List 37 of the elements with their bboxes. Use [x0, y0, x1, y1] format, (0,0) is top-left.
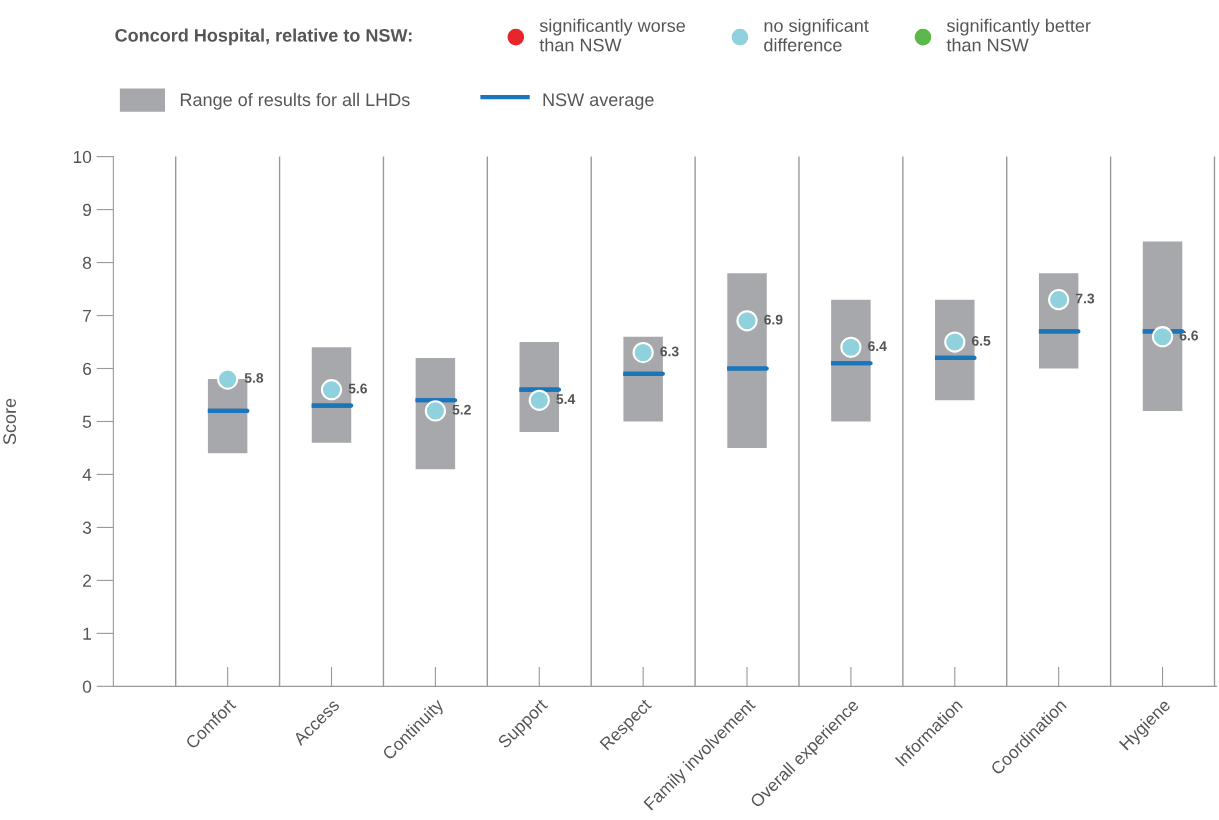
point	[424, 400, 446, 422]
data-label: 6.3	[660, 346, 679, 357]
point	[320, 379, 343, 401]
data-label: 6.4	[868, 341, 887, 352]
data-label: 5.8	[244, 373, 264, 383]
legend-label: no significant difference	[764, 18, 869, 52]
point	[632, 342, 654, 364]
legend-label: significantly better than NSW	[946, 18, 1091, 52]
point	[840, 336, 862, 358]
y-tick-label: 2	[83, 574, 91, 587]
legend-label: significantly worse than NSW	[539, 18, 685, 52]
data-label: 5.2	[452, 404, 471, 415]
y-tick-label: 9	[83, 203, 92, 217]
data-label: 5.4	[556, 394, 576, 405]
point	[944, 331, 966, 353]
point	[528, 389, 550, 411]
y-tick-label: 5	[82, 415, 92, 428]
y-tick-label: 4	[82, 468, 92, 481]
y-tick-label: 8	[82, 256, 92, 270]
data-label: 6.5	[971, 335, 991, 346]
point	[1048, 289, 1070, 311]
legend-title: Concord Hospital, relative to NSW:	[115, 28, 412, 46]
point	[736, 310, 758, 332]
legend-label: Range of results for all LHDs	[180, 92, 410, 110]
data-label: 7.3	[1075, 293, 1095, 304]
y-tick-label: 0	[82, 680, 92, 693]
point	[217, 368, 239, 390]
y-tick-label: 6	[83, 362, 92, 375]
y-tick-label: 7	[83, 309, 91, 322]
legend-label: NSW average	[543, 93, 654, 110]
data-label: 5.6	[348, 383, 367, 394]
y-tick-label: 1	[83, 627, 91, 640]
data-label: 6.9	[764, 314, 783, 325]
y-tick-label: 3	[82, 521, 92, 534]
point	[1151, 326, 1174, 348]
y-tick-label: 10	[73, 150, 92, 164]
y-axis-title: Score	[3, 398, 17, 445]
